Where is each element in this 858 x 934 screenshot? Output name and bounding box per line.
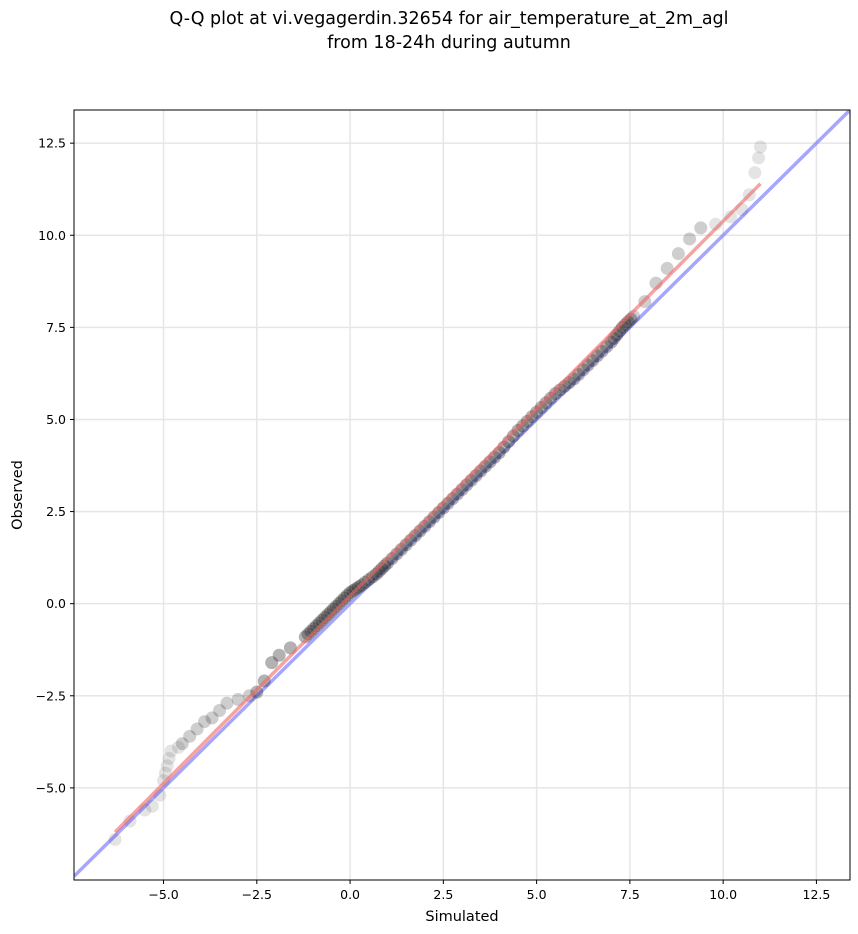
qq-point bbox=[534, 401, 548, 414]
qq-point bbox=[530, 405, 544, 419]
qq-point bbox=[724, 210, 738, 224]
qq-point bbox=[205, 711, 219, 725]
qq-point bbox=[544, 391, 558, 405]
qq-point bbox=[326, 602, 340, 616]
qq-point bbox=[365, 570, 379, 584]
qq-point bbox=[511, 424, 525, 438]
qq-point bbox=[329, 599, 343, 613]
qq-point bbox=[520, 414, 534, 428]
y-tick-label: 5.0 bbox=[46, 412, 66, 427]
y-tick-label: 10.0 bbox=[38, 228, 66, 243]
qq-point bbox=[265, 656, 279, 670]
y-tick-label: 0.0 bbox=[46, 596, 66, 611]
qq-point bbox=[162, 751, 176, 765]
qq-point bbox=[213, 704, 226, 718]
grid-lines bbox=[74, 110, 850, 880]
x-tick-label: 0.0 bbox=[340, 887, 360, 902]
qq-point bbox=[312, 616, 326, 630]
qq-point bbox=[164, 744, 178, 758]
qq-point bbox=[123, 814, 137, 828]
qq-point bbox=[694, 221, 708, 235]
x-axis-ticks: −5.0 −2.5 0.0 2.5 5.0 7.5 10.0 12.5 bbox=[148, 880, 830, 902]
qq-point bbox=[175, 737, 189, 751]
qq-point bbox=[171, 740, 185, 754]
qq-point bbox=[157, 774, 171, 788]
qq-point bbox=[671, 247, 685, 261]
x-tick-label: 12.5 bbox=[803, 887, 831, 902]
qq-point bbox=[337, 591, 351, 605]
y-tick-label: −5.0 bbox=[36, 780, 66, 795]
x-tick-label: −2.5 bbox=[242, 887, 272, 902]
y-axis-label: Observed bbox=[10, 460, 26, 530]
qq-point bbox=[315, 613, 329, 627]
qq-point bbox=[323, 605, 337, 619]
qq-point bbox=[321, 608, 335, 622]
x-axis-label: Simulated bbox=[425, 909, 498, 925]
qq-point bbox=[310, 619, 323, 633]
x-tick-label: −5.0 bbox=[148, 887, 178, 902]
x-tick-label: 2.5 bbox=[433, 887, 453, 902]
identity-line bbox=[74, 110, 850, 878]
qq-point bbox=[318, 611, 332, 624]
qq-point bbox=[516, 419, 530, 433]
chart-title-line-1: Q-Q plot at vi.vegagerdin.32654 for air_… bbox=[169, 9, 728, 29]
qq-point bbox=[145, 799, 159, 813]
qq-point bbox=[332, 597, 346, 611]
qq-point bbox=[748, 166, 762, 180]
qq-point bbox=[198, 715, 212, 729]
y-tick-label: 12.5 bbox=[38, 136, 66, 151]
qq-point bbox=[220, 696, 234, 710]
plot-frame bbox=[73, 109, 851, 881]
qq-point bbox=[753, 140, 767, 154]
x-tick-label: 5.0 bbox=[527, 887, 547, 902]
qq-point bbox=[304, 624, 318, 638]
y-tick-label: −2.5 bbox=[36, 688, 66, 703]
y-tick-label: 7.5 bbox=[46, 320, 66, 335]
qq-point bbox=[272, 648, 286, 662]
y-tick-label: 2.5 bbox=[46, 504, 66, 519]
qq-point bbox=[307, 622, 321, 636]
x-tick-label: 10.0 bbox=[709, 887, 737, 902]
qq-point bbox=[539, 396, 553, 410]
qq-point bbox=[548, 387, 562, 401]
qq-point bbox=[343, 586, 357, 600]
y-axis-ticks: −5.0 −2.5 0.0 2.5 5.0 7.5 10.0 12.5 bbox=[36, 136, 74, 795]
x-tick-label: 7.5 bbox=[620, 887, 640, 902]
chart-title-line-2: from 18-24h during autumn bbox=[327, 33, 571, 53]
qq-point bbox=[362, 573, 376, 587]
qq-point bbox=[525, 410, 539, 424]
qq-point bbox=[752, 151, 766, 165]
qq-point bbox=[160, 759, 174, 773]
qq-point bbox=[340, 588, 354, 602]
qq-point bbox=[683, 232, 697, 246]
qq-point bbox=[183, 729, 197, 743]
fit-line bbox=[113, 182, 762, 834]
qq-point bbox=[335, 594, 349, 608]
qq-point bbox=[190, 722, 204, 736]
plot-area bbox=[74, 110, 850, 878]
qq-point bbox=[108, 832, 122, 846]
